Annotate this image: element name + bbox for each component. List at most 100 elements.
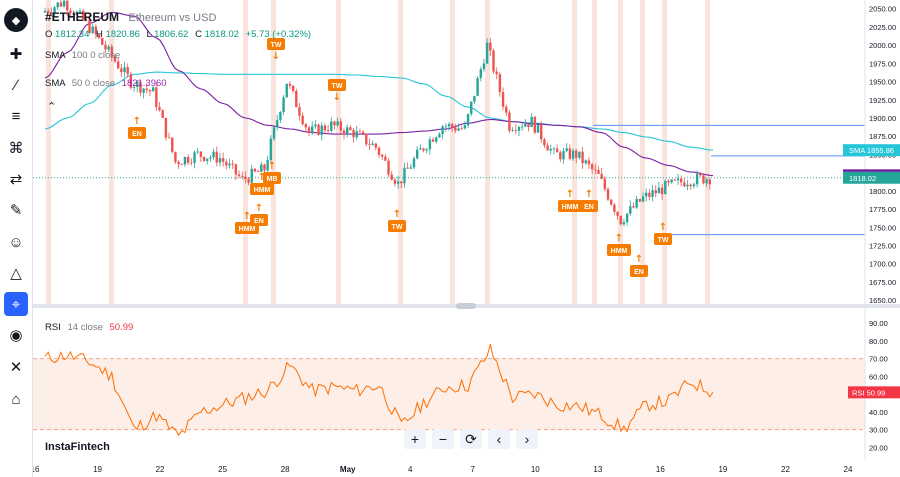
candle-body bbox=[183, 156, 187, 165]
magnet-icon[interactable]: ⌖ bbox=[4, 292, 28, 316]
pattern-marker-box bbox=[630, 265, 648, 277]
candle-body bbox=[384, 156, 387, 161]
candle-body bbox=[505, 106, 508, 113]
candle-body bbox=[648, 192, 651, 197]
candle-body bbox=[409, 167, 413, 169]
symbol-name: #ETHEREUM bbox=[45, 10, 120, 24]
cursor-icon[interactable]: ✚ bbox=[9, 46, 23, 63]
sma50-params: 50 0 close bbox=[71, 78, 116, 89]
close-label: C bbox=[195, 29, 202, 40]
rsi-badge-text: RSI 50.99 bbox=[852, 388, 885, 397]
candle-body bbox=[212, 151, 215, 158]
candle-body bbox=[654, 190, 657, 194]
candle-body bbox=[190, 162, 193, 164]
candle-body bbox=[199, 151, 203, 157]
candle-body bbox=[218, 158, 222, 163]
sma100-params: 100 0 close bbox=[71, 50, 121, 61]
pattern-marker-label: TW bbox=[271, 42, 282, 49]
candle-body bbox=[625, 213, 629, 223]
emoji-icon[interactable]: ☺ bbox=[8, 233, 24, 251]
candle-body bbox=[342, 130, 346, 135]
candle-body bbox=[174, 151, 177, 162]
price-panel bbox=[33, 0, 865, 306]
candle-body bbox=[555, 148, 559, 153]
fib-icon[interactable]: ≡ bbox=[11, 107, 21, 125]
scroll-right-button[interactable]: › bbox=[516, 429, 538, 449]
pattern-markers: EN↑HMM↑ EN↑HMM↑ MB↑TW↓TW↓TW↑HMM↑EN↑HMM↑EN↑… bbox=[128, 38, 672, 277]
candle-body bbox=[323, 125, 327, 131]
candle-body bbox=[670, 179, 673, 183]
rsi-legend[interactable]: RSI 14 close 50.99 bbox=[45, 322, 133, 333]
candle-body bbox=[396, 181, 400, 184]
candle-body bbox=[425, 149, 428, 151]
pattern-arrow-icon: ↑ bbox=[268, 161, 276, 172]
candle-body bbox=[527, 124, 530, 127]
candle-body bbox=[186, 156, 190, 163]
sma100-price-badge-text: SMA 1855.86 bbox=[849, 146, 894, 155]
logo-icon[interactable]: ◆ bbox=[4, 8, 28, 32]
pattern-marker-box bbox=[558, 200, 582, 212]
pattern-icon[interactable]: ⌘ bbox=[8, 140, 24, 157]
candle-body bbox=[514, 130, 517, 131]
candle-body bbox=[571, 150, 575, 159]
candle-body bbox=[139, 81, 142, 93]
candle-body bbox=[295, 90, 298, 108]
candle-body bbox=[390, 174, 393, 180]
time-tick-label: 19 bbox=[93, 465, 102, 474]
sma100-legend[interactable]: SMA 100 0 close bbox=[45, 50, 120, 61]
candle-body bbox=[126, 67, 129, 75]
reset-view-button[interactable]: ⟳ bbox=[460, 429, 482, 449]
price-tick-label: 1950.00 bbox=[869, 78, 896, 87]
candle-body bbox=[145, 88, 148, 90]
pattern-marker-label: MB bbox=[267, 176, 278, 183]
highlight-band bbox=[271, 0, 276, 306]
trash-icon[interactable]: ✕ bbox=[9, 359, 23, 376]
candle-body bbox=[597, 169, 600, 174]
open-value: 1812.34 bbox=[55, 29, 90, 40]
scroll-left-button[interactable]: ‹ bbox=[488, 429, 510, 449]
sma50-legend[interactable]: SMA 50 0 close 1821.3960 bbox=[45, 78, 167, 89]
forecast-icon[interactable]: ⇄ bbox=[9, 171, 23, 188]
price-tick-label: 2025.00 bbox=[869, 23, 896, 32]
candle-body bbox=[56, 2, 59, 8]
candle-body bbox=[113, 56, 117, 62]
eye-icon[interactable]: ◉ bbox=[9, 327, 23, 344]
zoom-out-button[interactable]: − bbox=[432, 429, 454, 449]
candle-body bbox=[673, 179, 677, 181]
low-label: L bbox=[146, 29, 152, 40]
rsi-tick-label: 70.00 bbox=[869, 355, 888, 364]
pattern-marker-label: EN bbox=[584, 204, 594, 211]
time-tick-label: 19 bbox=[718, 465, 727, 474]
candle-body bbox=[304, 124, 308, 128]
pattern-arrow-icon: ↑ bbox=[585, 189, 593, 200]
sma50-line bbox=[44, 11, 714, 177]
lock-icon[interactable]: ⌂ bbox=[11, 390, 21, 408]
candle-body bbox=[657, 187, 661, 194]
brush-icon[interactable]: ✎ bbox=[9, 202, 23, 219]
axes: 2050.00 2025.00 2000.00 1975.00 1950.00 1925.… bbox=[31, 0, 900, 474]
candle-body bbox=[355, 131, 358, 138]
candle-body bbox=[234, 164, 238, 175]
rsi-tick-label: 60.00 bbox=[869, 372, 888, 381]
candle-body bbox=[463, 125, 467, 129]
candle-body bbox=[438, 134, 441, 138]
candle-body bbox=[91, 26, 94, 33]
candle-body bbox=[511, 130, 514, 131]
trend-line-icon[interactable]: ∕ bbox=[14, 76, 18, 94]
measure-icon[interactable]: △ bbox=[10, 265, 22, 282]
panel-resize-handle bbox=[456, 303, 476, 309]
candle-body bbox=[492, 50, 495, 72]
candle-body bbox=[600, 173, 603, 179]
pattern-arrow-icon: ↑ bbox=[243, 211, 251, 222]
candle-body bbox=[482, 63, 486, 70]
highlight-band bbox=[243, 0, 248, 306]
candle-body bbox=[400, 181, 403, 184]
pattern-marker-tw: TW ↓ bbox=[267, 38, 285, 62]
zoom-in-button[interactable]: + bbox=[404, 429, 426, 449]
collapse-legend-icon[interactable]: ⌃ bbox=[47, 101, 57, 113]
pattern-marker-hmm: HMM ↑ bbox=[250, 172, 274, 195]
candle-body bbox=[62, 0, 66, 7]
candle-body bbox=[221, 158, 225, 162]
candle-body bbox=[43, 10, 47, 13]
